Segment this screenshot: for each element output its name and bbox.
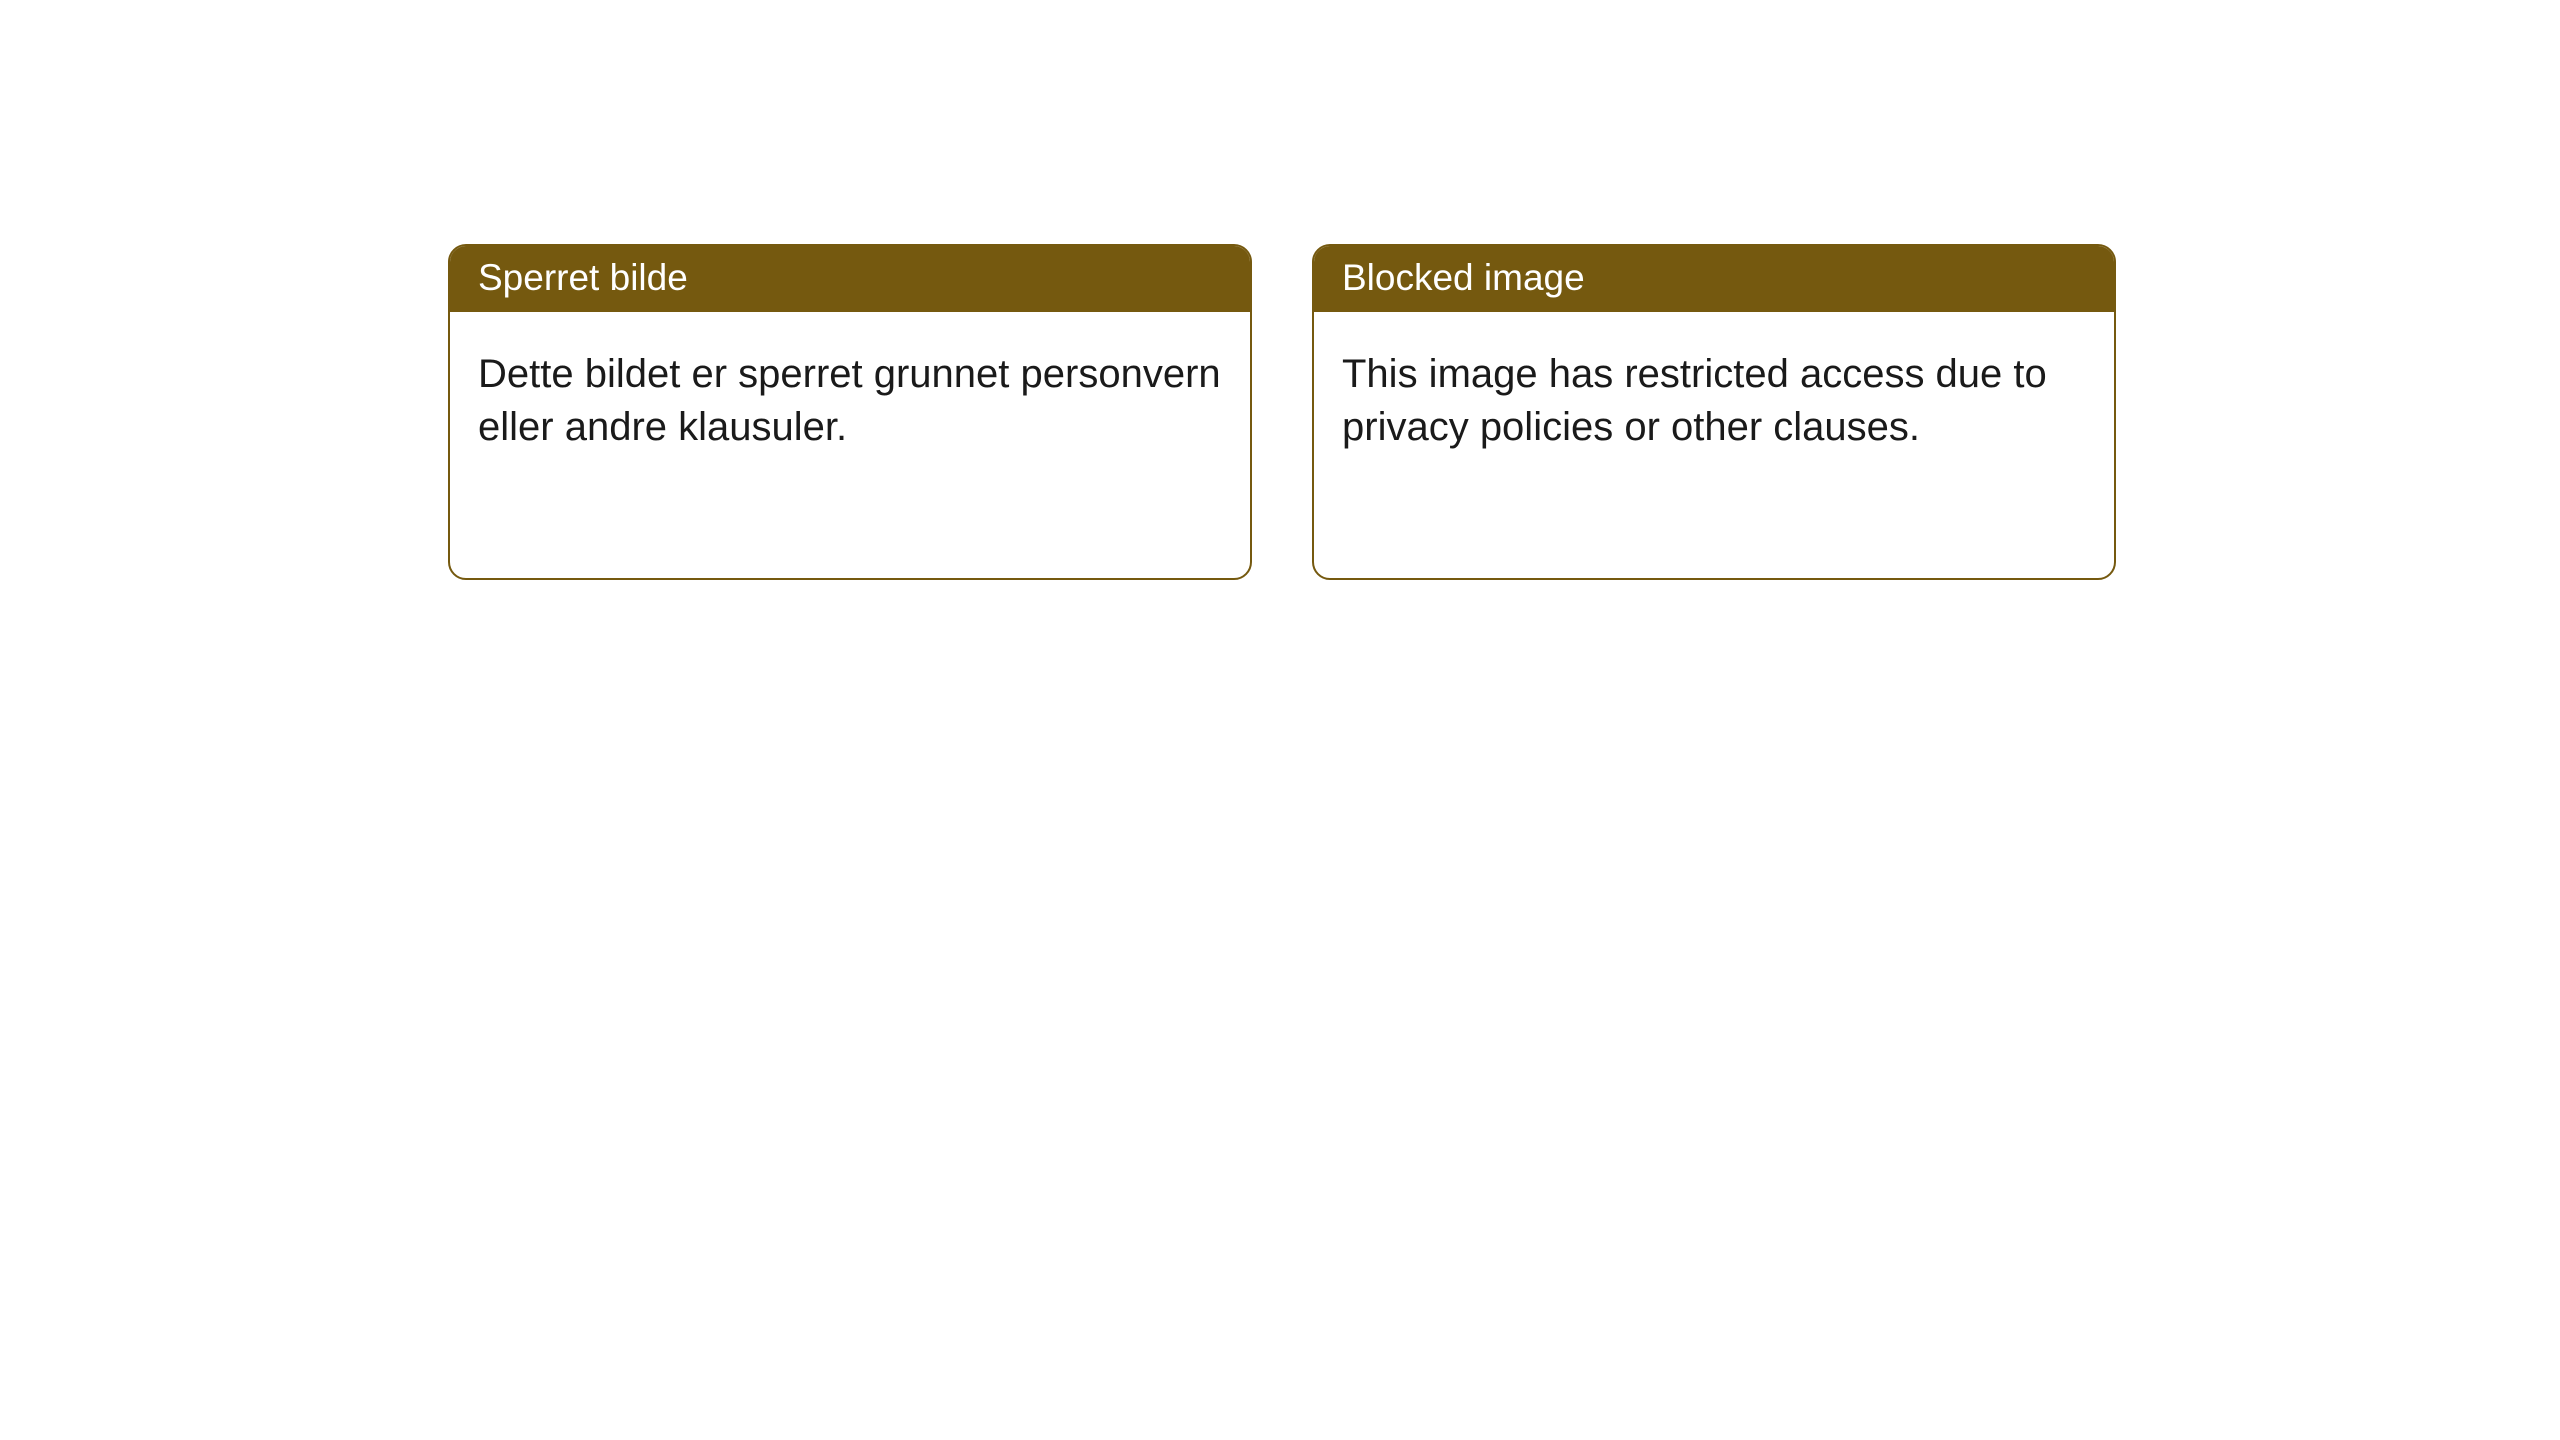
- notice-body: Dette bildet er sperret grunnet personve…: [450, 312, 1250, 482]
- notice-title: Blocked image: [1314, 246, 2114, 312]
- notice-card-norwegian: Sperret bilde Dette bildet er sperret gr…: [448, 244, 1252, 580]
- notice-container: Sperret bilde Dette bildet er sperret gr…: [0, 0, 2560, 580]
- notice-card-english: Blocked image This image has restricted …: [1312, 244, 2116, 580]
- notice-body: This image has restricted access due to …: [1314, 312, 2114, 482]
- notice-title: Sperret bilde: [450, 246, 1250, 312]
